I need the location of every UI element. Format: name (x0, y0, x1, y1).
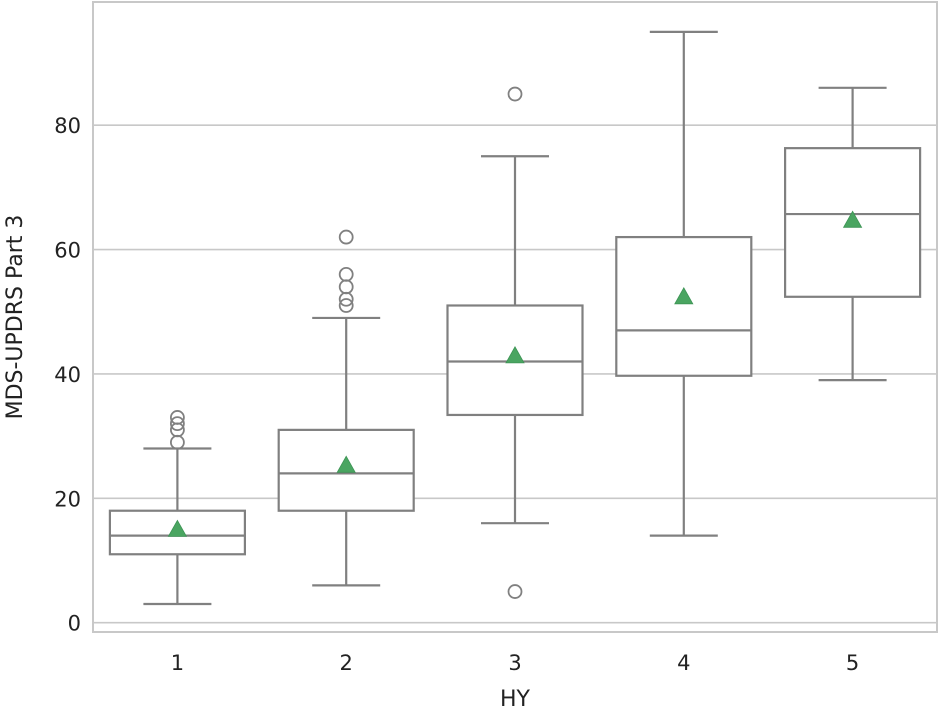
outlier-point (507, 584, 523, 599)
x-tick-label: 2 (340, 651, 353, 675)
boxes (108, 30, 922, 606)
mean-marker (336, 455, 356, 473)
box-group-1 (108, 410, 247, 606)
x-tick-label: 4 (677, 651, 690, 675)
iqr-box (108, 509, 247, 556)
plot-frame (92, 1, 938, 633)
outlier-point (169, 410, 185, 425)
x-axis-label: HY (500, 687, 531, 712)
outlier-point (338, 298, 354, 313)
y-tick-label: 20 (54, 487, 81, 511)
outlier-point (338, 266, 354, 282)
x-tick-label: 3 (508, 651, 521, 675)
outlier-point (507, 86, 523, 102)
outlier-point (338, 279, 354, 295)
y-tick-labels: 0 20 40 60 80 (54, 114, 81, 636)
box-group-4 (615, 30, 753, 537)
outlier-point (338, 229, 354, 245)
x-tick-label: 5 (846, 651, 859, 675)
y-tick-label: 80 (54, 114, 81, 138)
y-tick-label: 40 (54, 363, 81, 387)
outlier-point (169, 416, 185, 432)
outlier-point (169, 434, 185, 450)
box-group-3 (446, 86, 584, 599)
mean-marker (674, 286, 694, 305)
box-group-5 (783, 86, 922, 382)
mean-marker (167, 519, 188, 537)
y-tick-label: 60 (54, 239, 81, 263)
box-group-2 (277, 229, 415, 587)
y-tick-label: 0 (68, 612, 81, 636)
x-tick-labels: 1 2 3 4 5 (171, 651, 860, 675)
x-tick-label: 1 (171, 651, 184, 675)
y-axis-label: MDS-UPDRS Part 3 (3, 215, 28, 420)
mean-marker (505, 346, 525, 364)
mean-marker (842, 210, 863, 228)
iqr-box (615, 235, 753, 377)
